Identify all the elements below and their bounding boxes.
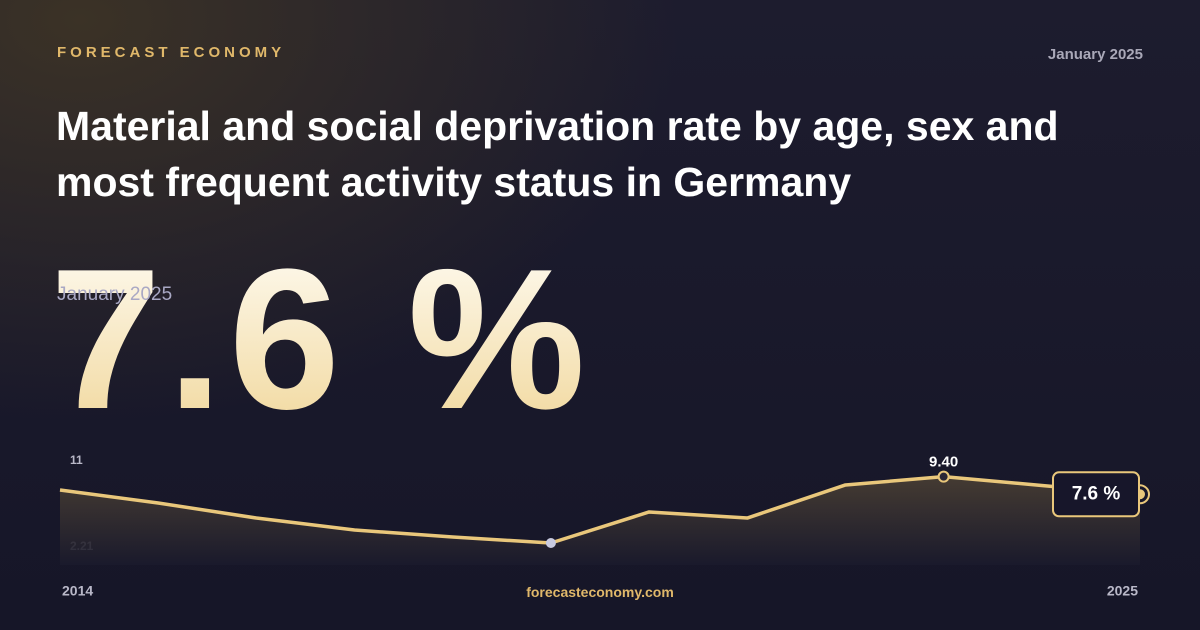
title: Material and social deprivation rate by … [56,103,1059,205]
line [59,474,1141,545]
headline-date: January 2025 [57,284,172,305]
area [60,476,1140,565]
x-tick-label: 2025 [1107,583,1138,599]
point-marker [937,470,950,483]
footer-link: forecasteconomy.com [526,584,674,600]
min-marker [545,537,556,548]
date: January 2025 [1047,46,1143,63]
value-label: 7.6 % [1072,483,1121,504]
y-tick-label: 11 [70,453,83,467]
headline-value: 7.6 % [50,228,591,451]
brand: FORECAST ECONOMY [57,44,286,61]
value-label: 9.40 [929,454,958,471]
value-label-box [1052,471,1140,518]
x-tick-label: 2014 [62,583,93,599]
